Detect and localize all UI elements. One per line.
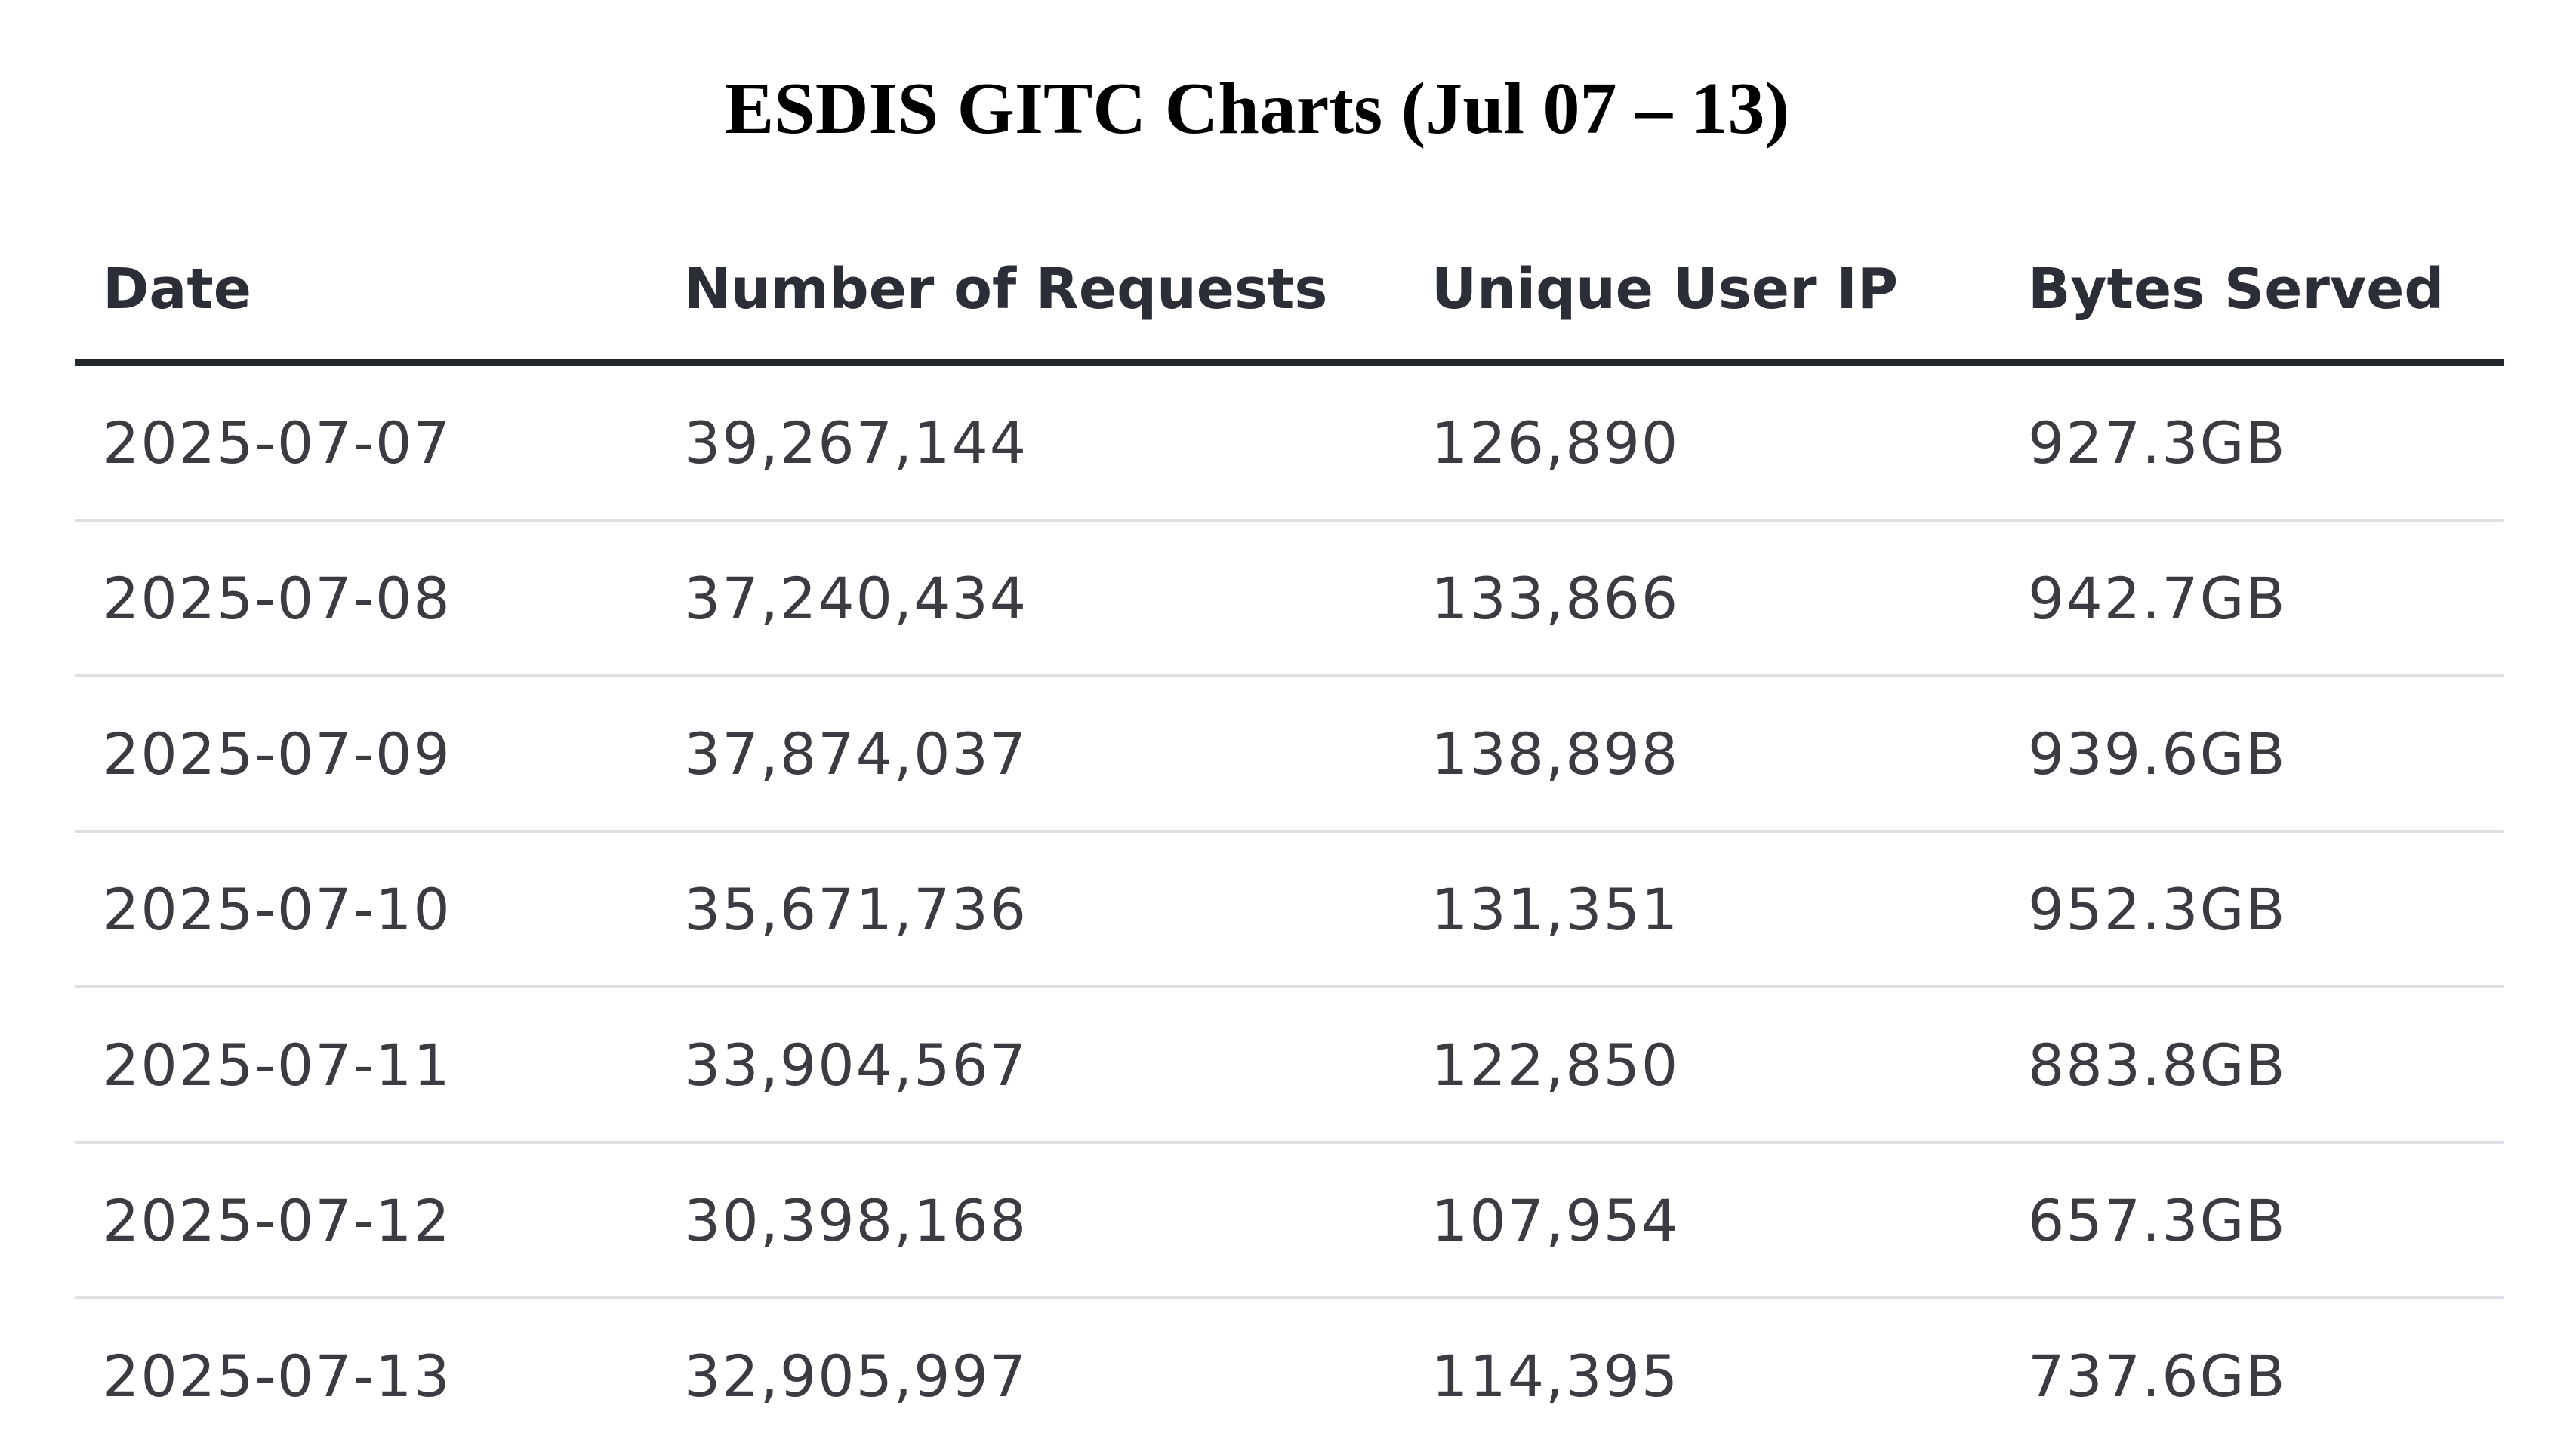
cell-unique-ip: 131,351 [1404,831,2001,987]
cell-bytes: 927.3GB [2001,363,2504,521]
cell-unique-ip: 122,850 [1404,987,2001,1142]
table-row: 2025-07-12 30,398,168 107,954 657.3GB [75,1142,2504,1298]
cell-requests: 30,398,168 [657,1142,1404,1298]
stats-table: Date Number of Requests Unique User IP B… [75,219,2504,1452]
table-row: 2025-07-08 37,240,434 133,866 942.7GB [75,520,2504,676]
cell-date: 2025-07-07 [75,363,657,521]
cell-bytes: 952.3GB [2001,831,2504,987]
cell-unique-ip: 107,954 [1404,1142,2001,1298]
column-header-date: Date [75,219,657,363]
table-header: Date Number of Requests Unique User IP B… [75,219,2504,363]
cell-requests: 35,671,736 [657,831,1404,987]
cell-date: 2025-07-08 [75,520,657,676]
cell-bytes: 657.3GB [2001,1142,2504,1298]
cell-requests: 37,240,434 [657,520,1404,676]
cell-date: 2025-07-11 [75,987,657,1142]
column-header-bytes: Bytes Served [2001,219,2504,363]
cell-unique-ip: 114,395 [1404,1298,2001,1452]
cell-requests: 37,874,037 [657,676,1404,831]
cell-unique-ip: 126,890 [1404,363,2001,521]
page-title: ESDIS GITC Charts (Jul 07 – 13) [0,63,2514,154]
table-row: 2025-07-09 37,874,037 138,898 939.6GB [75,676,2504,831]
cell-bytes: 737.6GB [2001,1298,2504,1452]
cell-requests: 39,267,144 [657,363,1404,521]
cell-date: 2025-07-12 [75,1142,657,1298]
cell-requests: 32,905,997 [657,1298,1404,1452]
cell-date: 2025-07-09 [75,676,657,831]
cell-date: 2025-07-13 [75,1298,657,1452]
cell-bytes: 942.7GB [2001,520,2504,676]
cell-unique-ip: 138,898 [1404,676,2001,831]
cell-bytes: 939.6GB [2001,676,2504,831]
table-row: 2025-07-07 39,267,144 126,890 927.3GB [75,363,2504,521]
cell-date: 2025-07-10 [75,831,657,987]
table-body: 2025-07-07 39,267,144 126,890 927.3GB 20… [75,363,2504,1452]
table-row: 2025-07-10 35,671,736 131,351 952.3GB [75,831,2504,987]
table-row: 2025-07-13 32,905,997 114,395 737.6GB [75,1298,2504,1452]
table-row: 2025-07-11 33,904,567 122,850 883.8GB [75,987,2504,1142]
cell-bytes: 883.8GB [2001,987,2504,1142]
column-header-requests: Number of Requests [657,219,1404,363]
column-header-unique-ip: Unique User IP [1404,219,2001,363]
cell-requests: 33,904,567 [657,987,1404,1142]
header-row: Date Number of Requests Unique User IP B… [75,219,2504,363]
cell-unique-ip: 133,866 [1404,520,2001,676]
